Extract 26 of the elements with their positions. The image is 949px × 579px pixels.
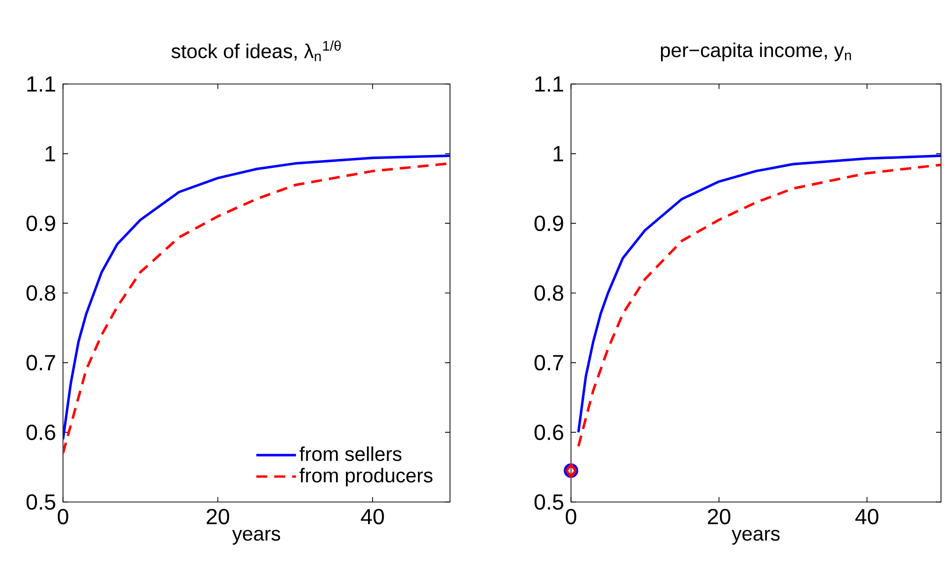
y-tick-label: 1	[554, 146, 564, 162]
y-tick-label: 1.1	[535, 76, 564, 92]
y-tick-label: 0.9	[534, 216, 564, 232]
y-tick-label: 0.5	[534, 494, 564, 510]
x-tick-label: 0	[566, 508, 576, 524]
x-tick-label: 0	[58, 508, 68, 524]
x-tick-label: 20	[206, 508, 230, 524]
y-tick-label: 0.7	[534, 354, 564, 370]
x-axis-title: years	[232, 530, 280, 545]
y-tick-label: 1	[46, 146, 56, 162]
x-tick-label: 40	[360, 508, 384, 524]
x-tick-label: 20	[708, 508, 730, 524]
y-tick-label: 0.8	[534, 285, 564, 301]
chart-title: stock of ideas, λ$_{n}$1/θ	[172, 40, 341, 62]
legend-label: from sellers	[300, 446, 402, 462]
chart-title: per−capita income, y$_{n}$	[660, 42, 851, 62]
y-tick-label: 0.6	[534, 424, 564, 440]
y-tick-label: 0.5	[26, 494, 56, 510]
x-tick-label: 40	[855, 508, 878, 524]
x-axis-title: years	[732, 530, 780, 545]
y-tick-label: 0.6	[26, 424, 56, 440]
y-tick-label: 0.9	[26, 216, 56, 232]
y-tick-label: 0.8	[26, 285, 56, 301]
y-tick-label: 0.7	[26, 354, 56, 370]
legend-label: from producers	[300, 468, 432, 486]
y-tick-label: 1.1	[27, 76, 56, 92]
